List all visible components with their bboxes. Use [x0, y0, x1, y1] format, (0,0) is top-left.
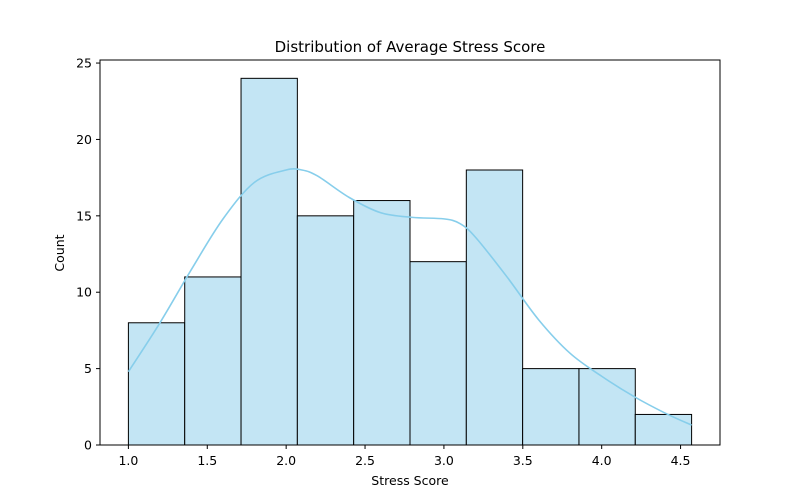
x-axis-label: Stress Score: [371, 473, 449, 488]
histogram-bar: [634, 413, 693, 446]
histogram-bar: [296, 215, 355, 446]
plot-frame: [99, 59, 721, 446]
chart-title: Distribution of Average Stress Score: [275, 38, 546, 56]
y-axis-ticks: 0 5 10 15 20 25: [76, 56, 100, 453]
histogram-bar: [409, 261, 467, 446]
y-axis-label: Count: [52, 234, 67, 271]
x-tick-label: 1.5: [197, 453, 217, 468]
x-tick-label: 3.5: [513, 453, 533, 468]
x-tick-label: 1.0: [118, 453, 138, 468]
kde-line: [127, 168, 692, 426]
y-tick-label: 15: [76, 208, 92, 223]
bars-layer: [127, 77, 693, 446]
histogram-bar: [465, 169, 524, 446]
histogram-bar: [240, 77, 298, 446]
y-tick-label: 10: [76, 285, 92, 300]
histogram-bar: [353, 200, 411, 446]
x-tick-label: 3.0: [434, 453, 454, 468]
histogram-bar: [522, 368, 580, 446]
histogram-bar: [184, 276, 242, 446]
x-tick-label: 4.5: [671, 453, 691, 468]
y-tick-label: 0: [84, 438, 92, 453]
y-tick-label: 5: [84, 361, 92, 376]
x-tick-label: 2.5: [355, 453, 375, 468]
x-tick-label: 2.0: [276, 453, 296, 468]
histogram-bar: [578, 368, 636, 446]
y-tick-label: 20: [76, 132, 92, 147]
histogram-bar: [127, 322, 186, 446]
y-tick-label: 25: [76, 56, 92, 71]
x-axis-ticks: 1.0 1.5 2.0 2.5 3.0 3.5 4.0 4.5: [118, 445, 691, 468]
x-tick-label: 4.0: [592, 453, 612, 468]
